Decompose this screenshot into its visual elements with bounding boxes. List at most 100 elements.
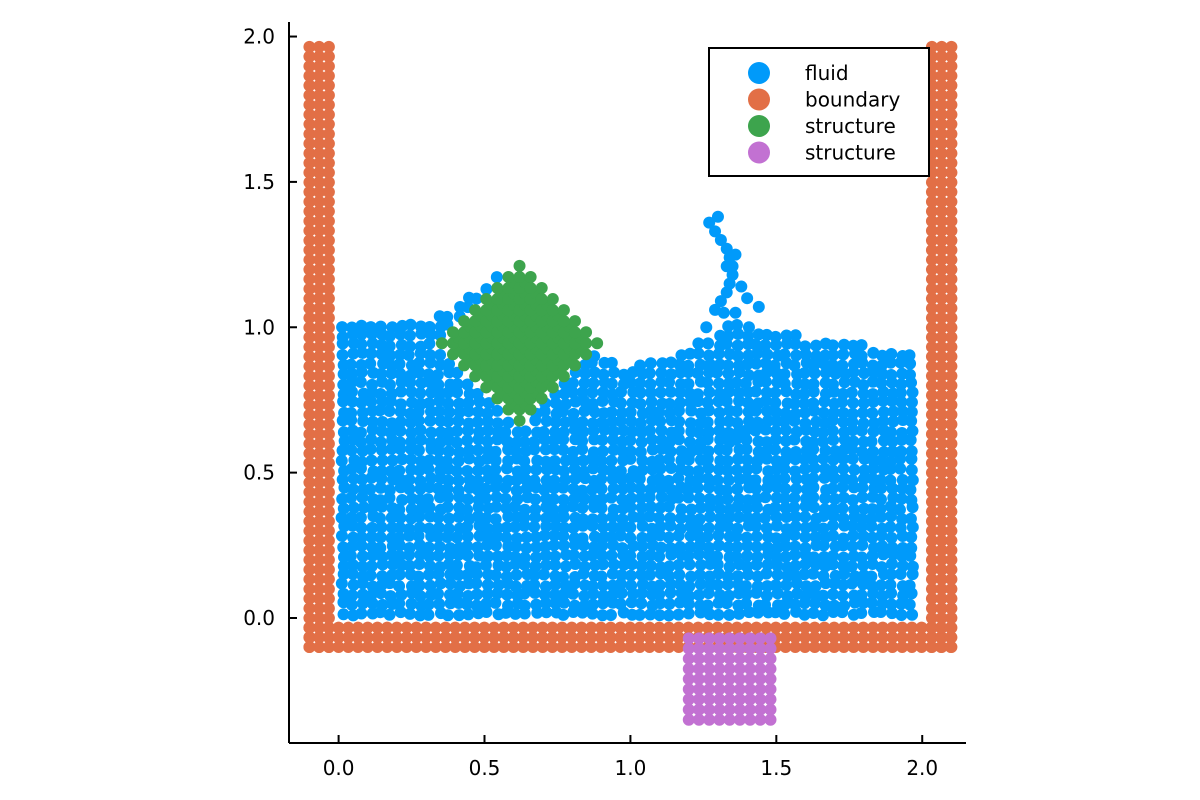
data-point xyxy=(366,337,379,350)
data-point xyxy=(366,549,379,562)
data-point xyxy=(857,631,870,644)
data-point xyxy=(481,435,494,448)
data-point xyxy=(605,549,618,562)
data-point xyxy=(548,529,561,542)
data-point xyxy=(470,561,483,574)
data-point xyxy=(709,225,722,238)
data-point xyxy=(896,473,909,486)
data-point xyxy=(548,443,561,456)
data-point xyxy=(614,621,627,634)
data-point xyxy=(703,632,716,645)
data-point xyxy=(703,642,716,655)
data-point xyxy=(502,599,515,612)
data-point xyxy=(355,328,368,341)
data-point xyxy=(778,607,791,620)
data-point xyxy=(751,455,764,468)
data-point xyxy=(470,577,483,590)
data-point xyxy=(322,582,335,595)
data-point xyxy=(925,389,938,402)
data-point xyxy=(322,612,335,625)
data-point xyxy=(925,612,938,625)
data-point xyxy=(624,531,637,544)
data-point xyxy=(528,436,541,449)
ticks-layer: 0.0 0.5 1.0 1.5 2.00.00.51.01.52.0 xyxy=(243,25,938,780)
data-point xyxy=(537,568,550,581)
data-point xyxy=(905,542,918,555)
data-point xyxy=(664,586,677,599)
data-point xyxy=(713,693,726,706)
data-point xyxy=(925,428,938,441)
data-point xyxy=(730,405,743,418)
data-point xyxy=(335,577,348,590)
data-point xyxy=(712,539,725,552)
data-point xyxy=(935,379,948,392)
data-point xyxy=(925,360,938,373)
data-point xyxy=(778,492,791,505)
data-point xyxy=(565,641,578,654)
data-point xyxy=(731,483,744,496)
data-point xyxy=(413,579,426,592)
data-point xyxy=(499,426,512,439)
data-point xyxy=(925,573,938,586)
data-point xyxy=(383,340,396,353)
data-point xyxy=(365,433,378,446)
data-point xyxy=(405,597,418,610)
data-point xyxy=(313,321,326,334)
data-point xyxy=(322,573,335,586)
data-point xyxy=(458,641,471,654)
data-point xyxy=(674,541,687,554)
data-point xyxy=(313,215,326,228)
data-point xyxy=(393,580,406,593)
data-point xyxy=(342,641,355,654)
data-point xyxy=(702,522,715,535)
data-point xyxy=(303,195,316,208)
data-point xyxy=(750,357,763,370)
data-point xyxy=(605,356,618,369)
data-point xyxy=(633,631,646,644)
data-point xyxy=(424,348,437,361)
data-point xyxy=(442,397,455,410)
data-point xyxy=(703,386,716,399)
data-point xyxy=(903,598,916,611)
data-point xyxy=(462,396,475,409)
data-point xyxy=(935,389,948,402)
data-point xyxy=(568,492,581,505)
data-point xyxy=(865,579,878,592)
data-point xyxy=(568,315,581,328)
data-point xyxy=(809,530,822,543)
data-point xyxy=(354,436,367,449)
data-point xyxy=(624,549,637,562)
data-point xyxy=(535,392,548,405)
data-point xyxy=(500,560,513,573)
data-point xyxy=(826,550,839,563)
data-point xyxy=(717,306,730,319)
data-point xyxy=(789,540,802,553)
data-point xyxy=(744,693,757,706)
data-point xyxy=(365,589,378,602)
data-point xyxy=(443,512,456,525)
series-1-boundary xyxy=(303,40,958,654)
data-point xyxy=(405,503,418,516)
data-point xyxy=(345,598,358,611)
data-point xyxy=(313,631,326,644)
data-point xyxy=(557,608,570,621)
data-point xyxy=(915,631,928,644)
data-point xyxy=(673,415,686,428)
data-point xyxy=(449,621,462,634)
data-point xyxy=(322,127,335,140)
data-point xyxy=(303,224,316,237)
data-point xyxy=(415,433,428,446)
data-point xyxy=(827,503,840,516)
data-point xyxy=(390,621,403,634)
data-point xyxy=(597,579,610,592)
data-point xyxy=(935,215,948,228)
data-point xyxy=(808,631,821,644)
data-point xyxy=(303,292,316,305)
data-point xyxy=(875,561,888,574)
data-point xyxy=(887,405,900,418)
data-point xyxy=(414,387,427,400)
data-point xyxy=(935,524,948,537)
data-point xyxy=(450,436,463,449)
data-point xyxy=(518,599,531,612)
data-point xyxy=(925,311,938,324)
